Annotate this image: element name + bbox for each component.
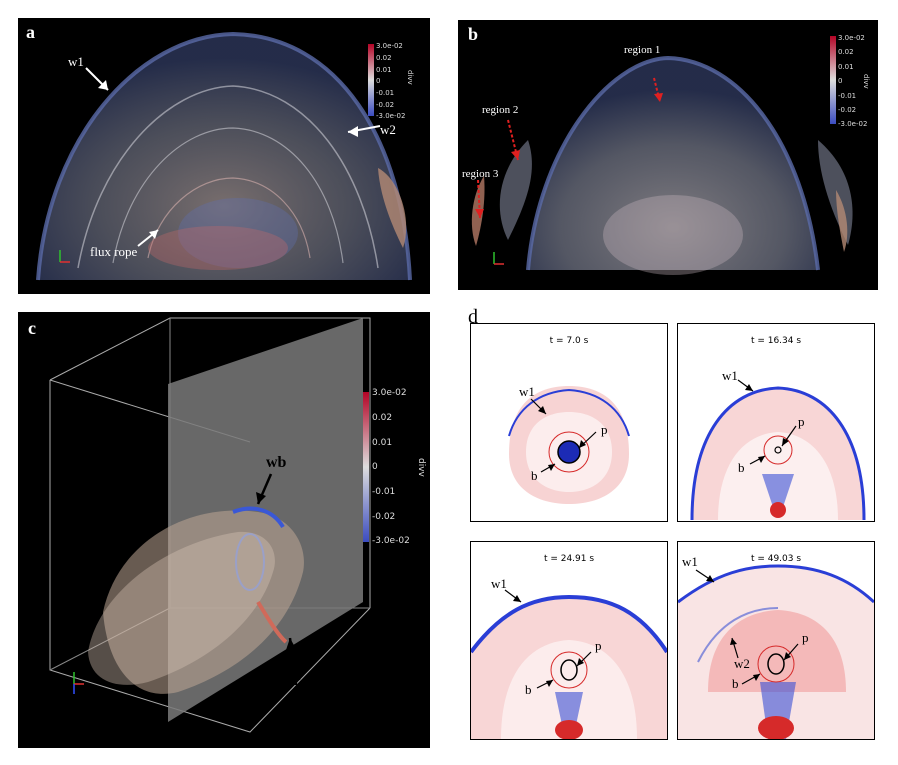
cb-tick: 0.02	[376, 54, 392, 62]
subplot-time: t = 24.91 s	[543, 554, 595, 564]
cb-tick: -3.0e-02	[376, 112, 406, 120]
subplot-time: t = 49.03 s	[750, 554, 802, 564]
cb-tick: 0.02	[838, 48, 854, 56]
p-label: p	[595, 638, 602, 653]
wr-label: wr	[282, 672, 301, 689]
b-label: b	[738, 460, 745, 475]
w1-label: w1	[68, 54, 84, 69]
w1-label: w1	[491, 576, 507, 591]
cb-tick: 0.01	[838, 63, 854, 71]
colorbar-title: divv	[862, 74, 870, 89]
w1-label: w1	[682, 554, 698, 569]
cb-tick: -0.01	[372, 487, 396, 497]
cb-tick: -0.02	[372, 512, 396, 522]
w1-label: w1	[519, 384, 535, 399]
cb-tick: 0	[372, 462, 378, 472]
panel-a: a w1 w2 flux rope 3.0e-02 0.02 0.01 0 -0…	[18, 18, 430, 294]
subplot-time: t = 7.0 s	[549, 336, 589, 346]
cb-tick: 0.01	[376, 66, 392, 74]
p-label: p	[802, 630, 809, 645]
region-1-label: region 1	[624, 44, 661, 56]
subplot-t4: t = 49.03 s w1 w2 p b	[677, 541, 875, 740]
b-label: b	[525, 682, 532, 697]
p-label: p	[798, 414, 805, 429]
w2-label: w2	[734, 656, 750, 671]
w1-label: w1	[722, 368, 738, 383]
cb-tick: 3.0e-02	[838, 34, 865, 42]
p-label: p	[601, 422, 608, 437]
w2-label: w2	[380, 122, 396, 137]
cb-tick: -3.0e-02	[838, 120, 868, 128]
cb-tick: -3.0e-02	[372, 536, 410, 546]
region-3-label: region 3	[462, 168, 499, 180]
cb-tick: 0	[838, 77, 843, 85]
panel-c: c wb wr 3.0e-02 0.02 0.01 0 -0.01 -0.02 …	[18, 312, 430, 748]
cb-tick: 3.0e-02	[376, 42, 403, 50]
panel-b: b region 1 region 2 region 3 3.0e-02 0.0…	[458, 20, 878, 290]
subplot-time: t = 16.34 s	[750, 336, 802, 346]
panel-b-render	[471, 36, 853, 275]
wb-label: wb	[266, 454, 287, 471]
subplot-t3-field	[471, 589, 667, 739]
subplot-t4-field	[678, 564, 874, 739]
cb-tick: 3.0e-02	[372, 388, 407, 398]
cb-tick: 0.02	[372, 413, 393, 423]
panel-c-render	[49, 317, 371, 733]
cb-tick: -0.02	[838, 106, 857, 114]
subplot-t1-field	[508, 386, 630, 504]
subplot-t2-field	[690, 379, 866, 521]
panel-c-label: c	[28, 318, 36, 338]
subplot-t3: t = 24.91 s w1 p b	[470, 541, 668, 740]
cb-tick: -0.02	[376, 101, 395, 109]
region-2-label: region 2	[482, 104, 519, 116]
subplot-t2: t = 16.34 s w1 p b	[677, 323, 875, 522]
cb-tick: -0.01	[838, 92, 857, 100]
colorbar-title: divv	[406, 70, 414, 85]
cb-tick: 0	[376, 77, 381, 85]
panel-a-label: a	[26, 22, 35, 42]
colorbar-title: divv	[416, 458, 426, 477]
panel-d-label: d	[468, 306, 478, 328]
b-label: b	[531, 468, 538, 483]
panel-a-render	[36, 31, 412, 281]
panel-b-label: b	[468, 24, 479, 44]
flux-rope-label: flux rope	[90, 244, 138, 259]
b-label: b	[732, 676, 739, 691]
cb-tick: 0.01	[372, 438, 393, 448]
cb-tick: -0.01	[376, 89, 395, 97]
subplot-t1: t = 7.0 s w1 p b	[470, 323, 668, 522]
